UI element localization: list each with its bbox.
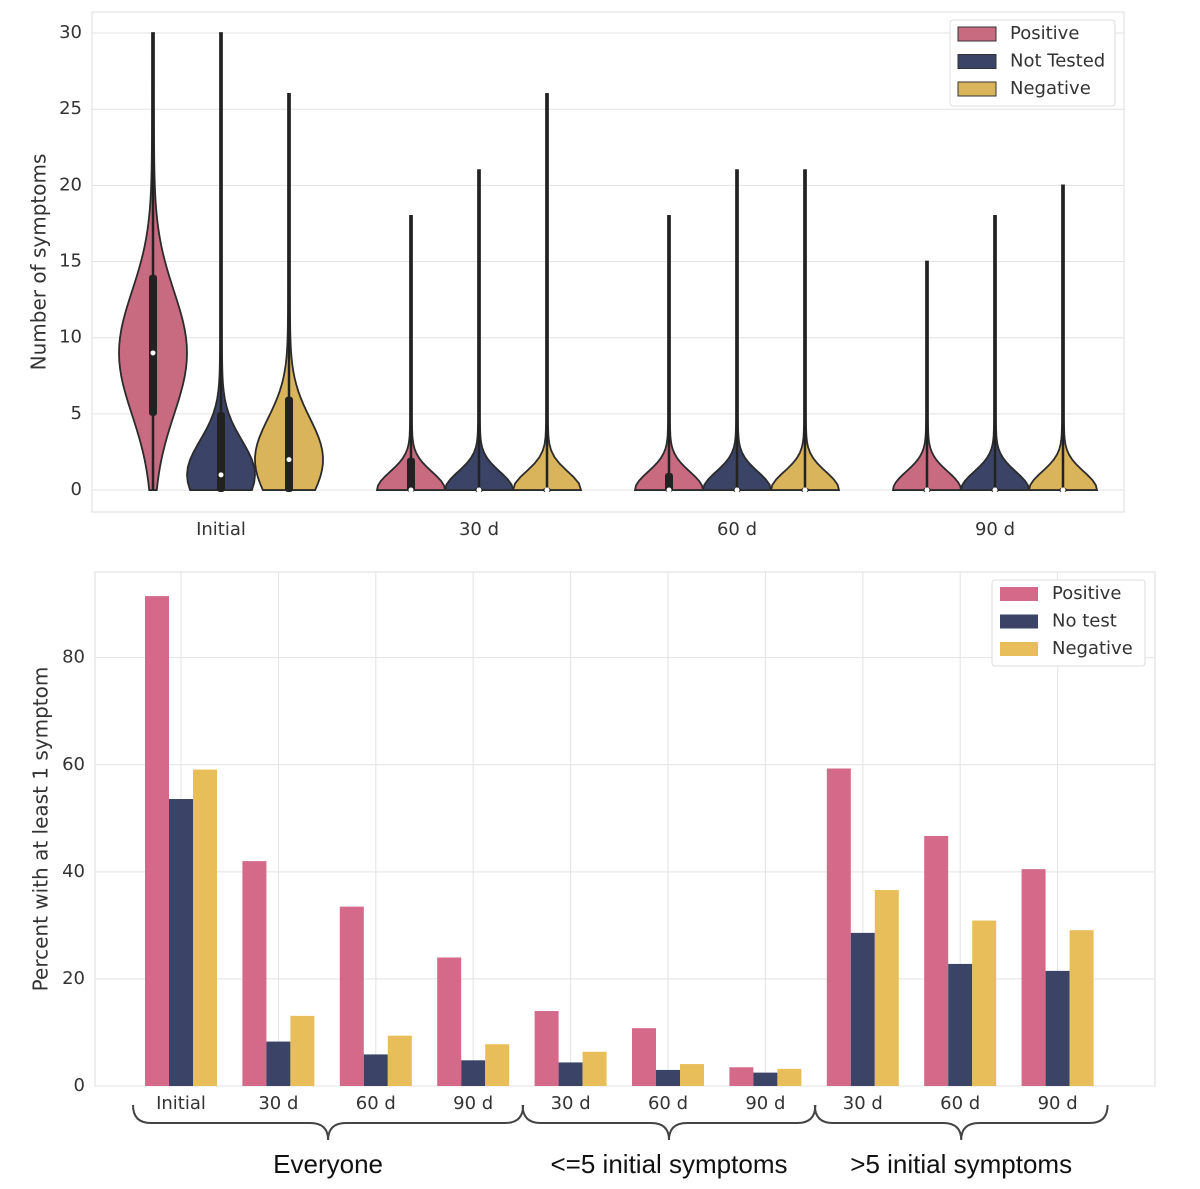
violin-median [286,457,292,463]
bar [242,861,267,1086]
bar [874,890,899,1086]
legend-swatch [957,26,997,42]
x-tick-label: 90 d [453,1093,493,1114]
legend-swatch [957,54,997,69]
x-tick-label: 90 d [745,1093,785,1114]
group-label: Everyone [273,1149,383,1179]
legend-label: No test [1052,611,1117,632]
violin-median [150,350,156,356]
bar [387,1035,412,1086]
x-tick-label: 30 d [459,519,499,540]
legend-swatch [1000,642,1038,656]
x-tick-label: 60 d [356,1093,396,1114]
bar [777,1068,802,1086]
bar [437,957,462,1086]
y-tick-label: 25 [59,98,82,119]
legend-label: Positive [1010,23,1079,44]
y-axis-label: Number of symptoms [27,154,51,371]
y-tick-label: 40 [62,861,85,882]
legend-label: Negative [1010,78,1091,99]
bar [826,768,851,1086]
y-tick-label: 0 [71,479,82,500]
bar [753,1072,778,1086]
bar [169,799,193,1086]
x-tick-label: 90 d [1038,1093,1078,1114]
group-brace [813,1104,1109,1141]
bar [534,1011,559,1086]
legend-swatch [957,81,997,97]
bar [1045,970,1070,1086]
y-tick-label: 30 [59,22,82,43]
legend-label: Not Tested [1010,51,1105,72]
x-tick-label: 30 d [843,1093,883,1114]
y-tick-label: 80 [62,647,85,668]
group-brace [521,1104,817,1141]
violin-median [992,487,998,493]
bar [558,1062,583,1086]
x-tick-label: 60 d [717,519,757,540]
y-tick-label: 60 [62,754,85,775]
bar [656,1069,680,1086]
y-axis-label: Percent with at least 1 symptom [29,667,53,992]
bar [582,1051,607,1086]
violin-box [285,396,293,493]
violin-median [218,472,224,478]
x-tick-label: 60 d [648,1093,688,1114]
bar [290,1015,315,1086]
bar [1069,930,1094,1086]
x-tick-label: 30 d [551,1093,591,1114]
x-tick-label: 30 d [258,1093,298,1114]
x-tick-label: 60 d [940,1093,980,1114]
bar [461,1060,486,1086]
bar [145,596,169,1086]
violin-median [408,487,414,493]
violin-median [1060,487,1066,493]
bar [485,1044,510,1086]
group-label: >5 initial symptoms [850,1149,1072,1179]
violin-box [217,411,225,493]
bar [266,1041,291,1086]
legend-swatch [1000,587,1038,601]
y-tick-label: 20 [62,968,85,989]
bar [924,835,949,1086]
bar [680,1064,704,1086]
bar [850,932,875,1086]
bar [1021,869,1046,1086]
y-tick-label: 0 [74,1075,85,1096]
x-tick-label: Initial [156,1093,206,1114]
legend-swatch [1000,614,1038,629]
violin-median [734,487,740,493]
violin-box [665,472,673,493]
y-tick-label: 20 [59,174,82,195]
y-tick-label: 15 [59,251,82,272]
violin-box [407,457,415,493]
x-tick-label: Initial [196,519,246,540]
violin-median [544,487,550,493]
legend-label: Negative [1052,638,1133,659]
bar [632,1028,656,1086]
x-tick-label: 90 d [975,519,1015,540]
violin-median [666,487,672,493]
bar [729,1067,754,1086]
violin-median [476,487,482,493]
y-tick-label: 5 [71,403,82,424]
violin-box [149,274,157,416]
bar [972,920,997,1086]
bar [339,906,364,1086]
bar [363,1054,388,1086]
bar [193,769,217,1086]
bar [948,963,973,1086]
legend-label: Positive [1052,583,1121,604]
violin-median [802,487,808,493]
group-label: <=5 initial symptoms [551,1149,788,1179]
violin-median [924,487,930,493]
group-brace [132,1104,525,1141]
y-tick-label: 10 [59,327,82,348]
